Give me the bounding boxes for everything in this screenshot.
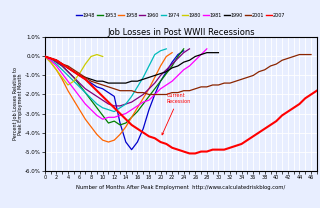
Title: Job Losses in Post WWII Recessions: Job Losses in Post WWII Recessions xyxy=(107,28,255,37)
X-axis label: Number of Months After Peak Employment  http://www.calculatedriskblog.com/: Number of Months After Peak Employment h… xyxy=(76,185,285,190)
Y-axis label: Percent Job Losses Relative to
Peak Employment Month: Percent Job Losses Relative to Peak Empl… xyxy=(12,68,23,140)
Legend: 1948, 1953, 1958, 1960, 1974, 1980, 1981, 1990, 2001, 2007: 1948, 1953, 1958, 1960, 1974, 1980, 1981… xyxy=(74,11,287,20)
Text: Current
Recession: Current Recession xyxy=(162,93,191,135)
